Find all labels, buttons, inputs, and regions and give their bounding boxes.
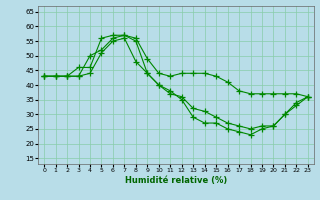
X-axis label: Humidité relative (%): Humidité relative (%): [125, 176, 227, 185]
